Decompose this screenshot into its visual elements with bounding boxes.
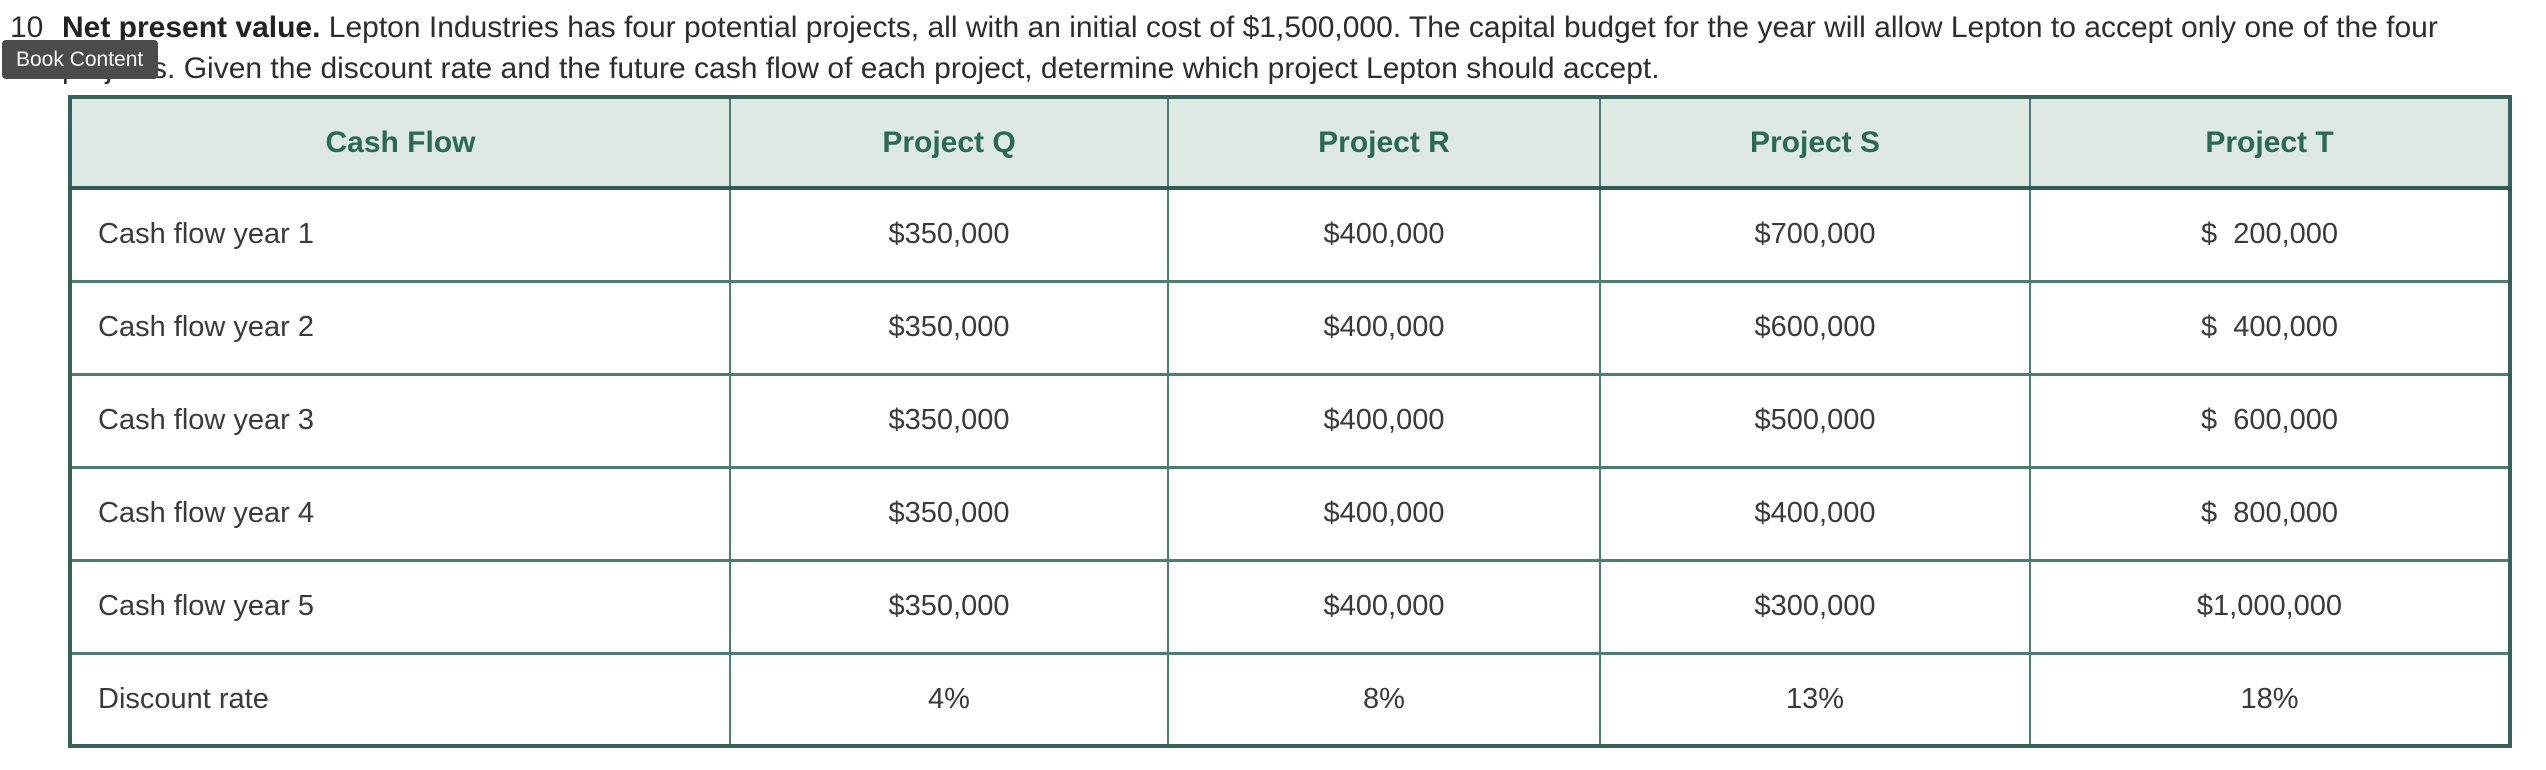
col-header-project-s: Project S [1599, 96, 2031, 190]
cell-year4-s: $400,000 [1599, 465, 2031, 561]
table-row: Cash flow year 3 $350,000 $400,000 $500,… [69, 372, 2511, 468]
table-row: Cash flow year 1 $350,000 $400,000 $700,… [69, 186, 2511, 282]
col-header-project-r: Project R [1167, 96, 1601, 190]
problem-statement: 10 Net present value. Lepton Industries … [0, 0, 2546, 89]
book-content-tooltip: Book Content [2, 40, 159, 79]
problem-title: Net present value. [62, 11, 321, 44]
cell-year2-t: $ 400,000 [2029, 279, 2511, 375]
cell-discount-q: 4% [729, 651, 1169, 747]
row-label-year-1: Cash flow year 1 [69, 186, 731, 282]
cell-discount-t: 18% [2029, 651, 2511, 747]
table-row: Cash flow year 4 $350,000 $400,000 $400,… [69, 465, 2511, 561]
cell-year4-q: $350,000 [729, 465, 1169, 561]
cell-year4-t: $ 800,000 [2029, 465, 2511, 561]
problem-description: Lepton Industries has four potential pro… [62, 11, 2438, 85]
cash-flow-table: Cash Flow Project Q Project R Project S … [68, 95, 2512, 748]
table-row: Discount rate 4% 8% 13% 18% [69, 651, 2511, 747]
col-header-cash-flow: Cash Flow [69, 96, 731, 190]
cell-year1-q: $350,000 [729, 186, 1169, 282]
cell-year5-q: $350,000 [729, 558, 1169, 654]
cell-year5-s: $300,000 [1599, 558, 2031, 654]
cell-year1-t: $ 200,000 [2029, 186, 2511, 282]
cell-year1-r: $400,000 [1167, 186, 1601, 282]
cell-year3-t: $ 600,000 [2029, 372, 2511, 468]
cell-year1-s: $700,000 [1599, 186, 2031, 282]
cell-discount-r: 8% [1167, 651, 1601, 747]
cell-year2-s: $600,000 [1599, 279, 2031, 375]
cell-year3-r: $400,000 [1167, 372, 1601, 468]
row-label-year-2: Cash flow year 2 [69, 279, 731, 375]
cell-year3-q: $350,000 [729, 372, 1169, 468]
table-row: Cash flow year 5 $350,000 $400,000 $300,… [69, 558, 2511, 654]
row-label-year-3: Cash flow year 3 [69, 372, 731, 468]
col-header-project-t: Project T [2029, 96, 2511, 190]
table-row: Cash flow year 2 $350,000 $400,000 $600,… [69, 279, 2511, 375]
row-label-discount-rate: Discount rate [69, 651, 731, 747]
cell-year2-r: $400,000 [1167, 279, 1601, 375]
cell-year3-s: $500,000 [1599, 372, 2031, 468]
row-label-year-4: Cash flow year 4 [69, 465, 731, 561]
tooltip-label: Book Content [16, 48, 144, 71]
problem-number: 10 [10, 11, 44, 44]
cell-year5-t: $1,000,000 [2029, 558, 2511, 654]
problem-text: Net present value. Lepton Industries has… [62, 7, 2532, 89]
table-header-row: Cash Flow Project Q Project R Project S … [69, 96, 2511, 190]
cell-year5-r: $400,000 [1167, 558, 1601, 654]
cell-year4-r: $400,000 [1167, 465, 1601, 561]
row-label-year-5: Cash flow year 5 [69, 558, 731, 654]
col-header-project-q: Project Q [729, 96, 1169, 190]
cell-year2-q: $350,000 [729, 279, 1169, 375]
cell-discount-s: 13% [1599, 651, 2031, 747]
